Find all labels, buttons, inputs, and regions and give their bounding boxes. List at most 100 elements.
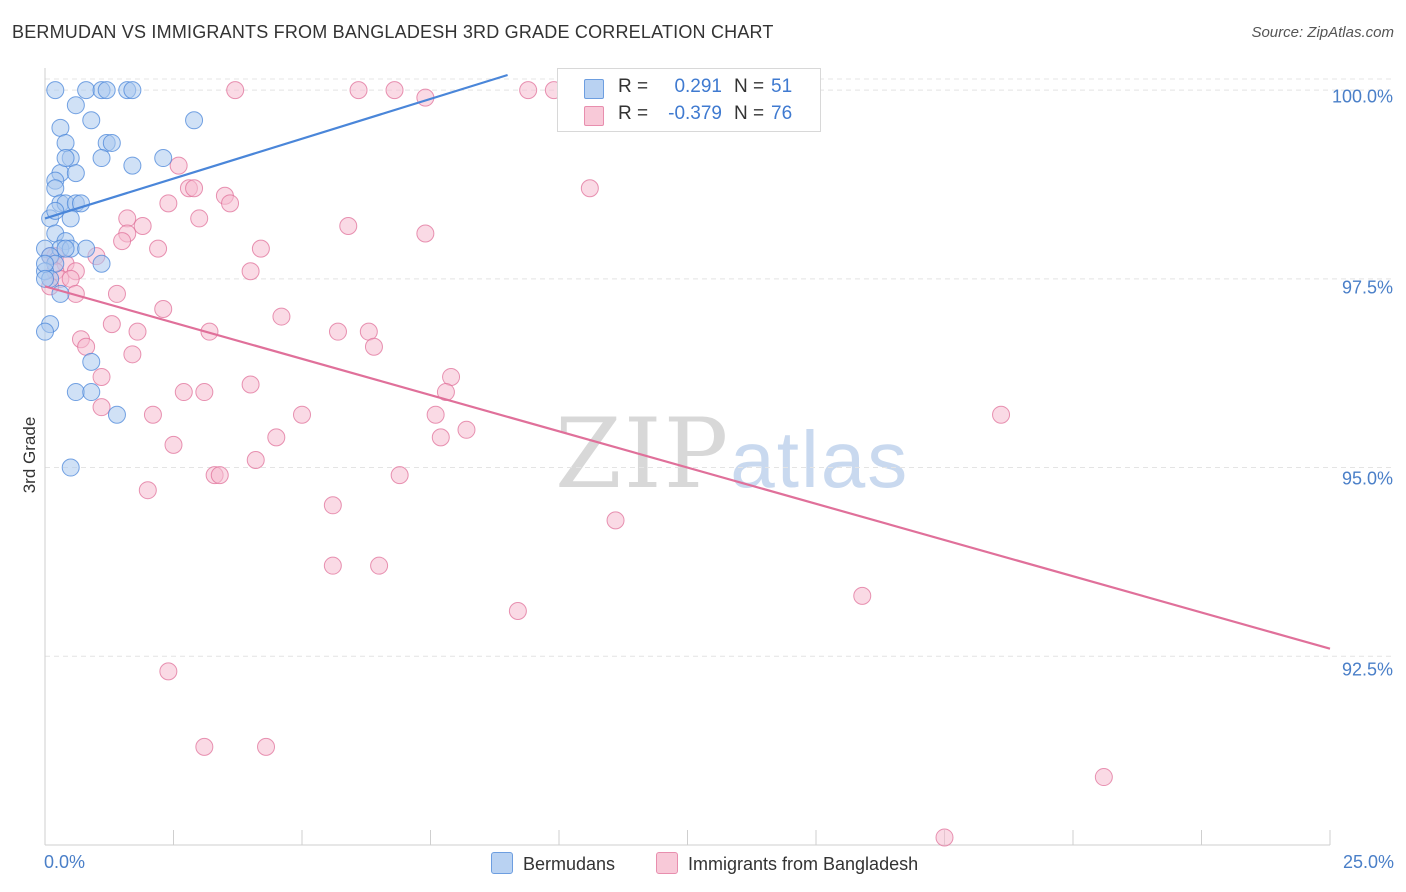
data-point — [97, 81, 116, 100]
data-point — [241, 262, 260, 281]
data-point — [323, 496, 342, 515]
bottom-legend-bangladesh: Immigrants from Bangladesh — [656, 852, 918, 875]
data-point — [580, 179, 599, 198]
data-point — [102, 133, 121, 152]
data-point — [185, 179, 204, 198]
trend-line — [44, 285, 1331, 650]
data-point — [221, 194, 240, 213]
data-point — [442, 367, 461, 386]
data-point — [390, 466, 409, 485]
data-point — [92, 149, 111, 168]
data-point — [154, 300, 173, 319]
bottom-legend-label: Immigrants from Bangladesh — [688, 854, 919, 874]
watermark-atlas: atlas — [730, 415, 910, 504]
data-point — [46, 179, 65, 198]
data-point — [241, 375, 260, 394]
data-point — [92, 367, 111, 386]
data-point — [328, 322, 347, 341]
data-point — [123, 81, 142, 100]
data-point — [246, 451, 265, 469]
x-tick-label-min: 0.0% — [44, 852, 86, 872]
legend-n-label: N = — [734, 103, 765, 124]
data-point — [133, 216, 152, 235]
legend-swatch-pink — [584, 106, 604, 126]
data-point — [128, 322, 147, 341]
data-point — [359, 322, 378, 341]
data-point — [61, 269, 80, 288]
data-point — [1094, 768, 1113, 787]
bottom-legend-bermudans: Bermudans — [491, 852, 615, 875]
data-point — [293, 405, 311, 424]
data-point — [257, 737, 276, 756]
data-point — [272, 307, 291, 326]
data-point — [56, 239, 75, 258]
data-point — [251, 239, 270, 258]
legend-n-value: 51 — [771, 76, 793, 97]
data-point — [82, 352, 101, 371]
bottom-legend-label: Bermudans — [523, 854, 616, 874]
data-point — [169, 156, 188, 175]
data-point — [431, 428, 450, 447]
data-point — [416, 224, 435, 243]
data-point — [339, 216, 358, 235]
data-point — [46, 81, 65, 100]
legend-r-label: R = — [618, 103, 649, 124]
data-point — [349, 81, 368, 100]
data-point — [36, 254, 54, 273]
data-point — [118, 209, 137, 228]
data-point — [149, 239, 168, 258]
data-point — [143, 405, 162, 424]
zipatlas-watermark: ZIPatlas — [555, 398, 909, 510]
data-point — [606, 511, 625, 530]
data-point — [82, 383, 101, 402]
data-point — [508, 601, 527, 620]
data-point — [56, 149, 75, 168]
data-point — [46, 201, 65, 220]
bottom-legend-swatch-pink — [656, 852, 678, 874]
data-point — [195, 383, 214, 402]
data-point — [992, 405, 1011, 424]
x-tick-label-max: 25.0% — [1342, 852, 1394, 872]
data-point — [159, 662, 178, 681]
data-point — [102, 315, 121, 334]
data-point — [164, 435, 183, 454]
data-point — [113, 232, 132, 251]
correlation-legend: R = 0.291 N = 51 R = -0.379 N = 76 — [557, 68, 821, 132]
data-point — [123, 345, 142, 364]
y-tick-label-95: 95.0% — [1341, 468, 1393, 489]
data-point — [107, 284, 126, 303]
data-point — [66, 383, 85, 402]
data-point — [61, 458, 80, 477]
data-point — [66, 164, 85, 183]
source-credit: Source: ZipAtlas.com — [1251, 24, 1394, 41]
legend-swatch-blue — [584, 79, 604, 99]
data-point — [123, 156, 142, 175]
legend-r-value: -0.379 — [668, 103, 722, 124]
data-point — [935, 828, 954, 847]
data-point — [66, 96, 85, 115]
legend-n-value: 76 — [771, 103, 793, 124]
bottom-legend-swatch-blue — [491, 852, 513, 874]
data-point — [174, 383, 193, 402]
y-tick-label-100: 100.0% — [1331, 86, 1393, 107]
data-point — [36, 322, 54, 341]
data-point — [154, 149, 173, 168]
data-point — [185, 111, 204, 130]
data-point — [190, 209, 209, 228]
data-point — [77, 239, 96, 258]
data-point — [519, 81, 538, 100]
data-point — [92, 254, 111, 273]
data-point — [77, 81, 96, 100]
data-point — [77, 337, 96, 356]
data-point — [370, 556, 389, 575]
data-point — [385, 81, 404, 100]
data-point — [853, 586, 872, 605]
data-point — [426, 405, 445, 424]
data-point — [364, 337, 383, 356]
data-point — [92, 398, 111, 417]
legend-n-label: N = — [734, 76, 765, 97]
legend-r-label: R = — [618, 76, 649, 97]
data-point — [56, 133, 75, 152]
data-point — [138, 481, 157, 500]
